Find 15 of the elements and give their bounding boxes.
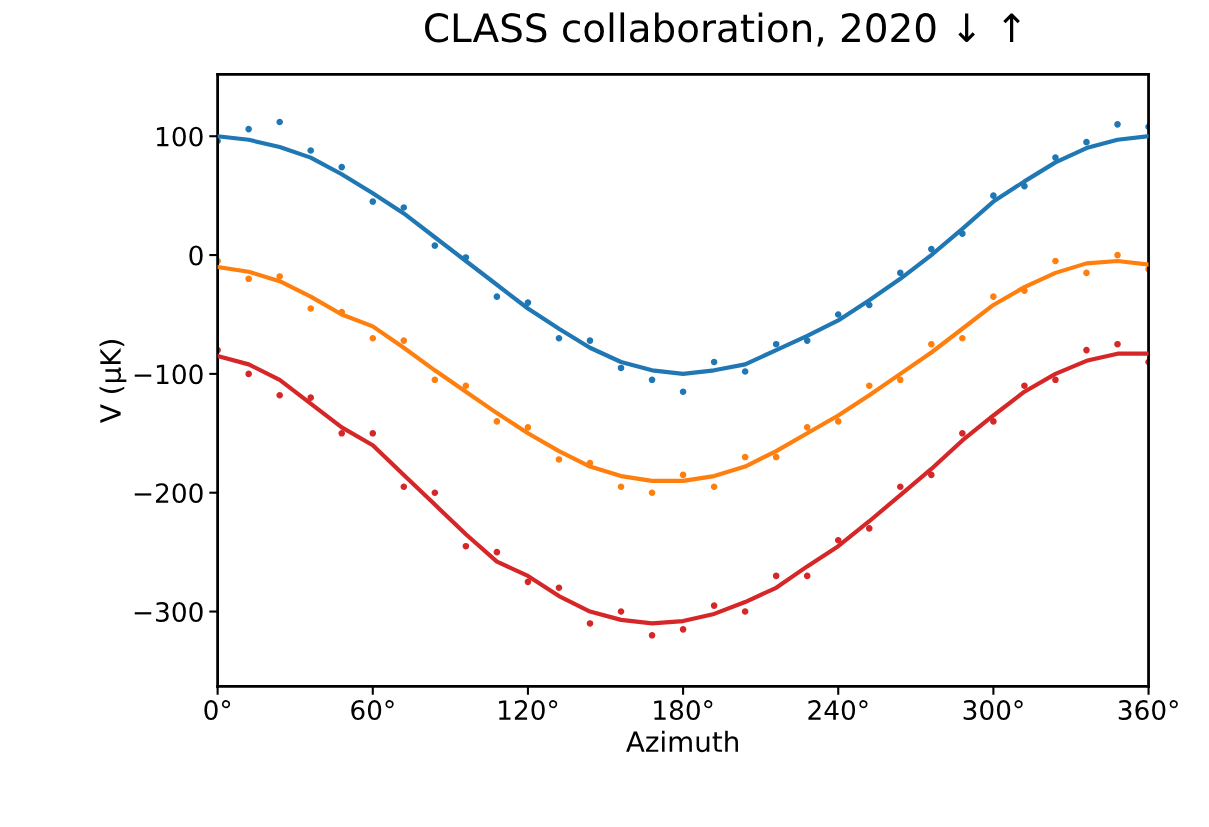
y-tick-label: −300	[134, 601, 203, 622]
y-axis-title: V (μK)	[99, 340, 127, 423]
y-tick-label: −100	[134, 364, 203, 385]
x-tick-label: 60°	[351, 700, 394, 721]
x-tick-label: 300°	[963, 700, 1023, 721]
text: CLASS collaboration, 2020 ↓ ↑	[425, 12, 1020, 47]
x-axis-title: Azimuth	[626, 730, 738, 753]
y-tick-label: 0	[189, 245, 203, 266]
x-tick-label: 240°	[808, 700, 868, 721]
y-tick-label: 100	[156, 126, 203, 147]
x-tick-label: 180°	[654, 700, 713, 721]
x-tick-label: 0°	[204, 700, 231, 721]
y-tick-label: −200	[134, 483, 203, 504]
x-tick-label: 120°	[499, 700, 558, 721]
x-tick-label: 360°	[1118, 700, 1178, 721]
